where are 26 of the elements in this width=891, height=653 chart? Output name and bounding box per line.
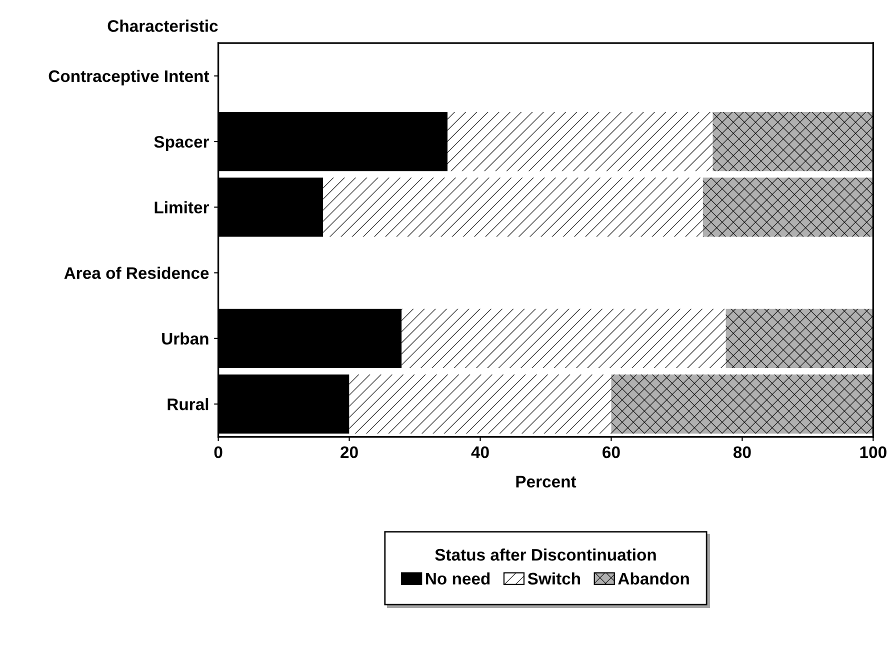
y-tick-label: Area of Residence bbox=[64, 266, 209, 279]
legend-label: Abandon bbox=[618, 572, 689, 585]
y-tick-label: Rural bbox=[168, 398, 208, 410]
bar bbox=[323, 178, 703, 237]
x-tick-label: 60 bbox=[602, 446, 620, 458]
y-axis-title: Characteristic bbox=[108, 20, 218, 32]
y-tick-label: Limiter bbox=[154, 201, 210, 214]
bar bbox=[712, 112, 874, 172]
x-tick-label: 0 bbox=[214, 446, 222, 458]
bar bbox=[349, 374, 612, 434]
bar bbox=[448, 112, 713, 172]
y-tick-label: Contraceptive Intent bbox=[48, 70, 210, 86]
x-tick-label: 100 bbox=[860, 446, 886, 458]
bar bbox=[611, 374, 874, 434]
x-axis-title: Percent bbox=[516, 476, 576, 488]
x-tick-label: 20 bbox=[340, 446, 358, 458]
legend-title: Status after Discontinuation bbox=[435, 548, 656, 561]
legend-label: No need bbox=[426, 572, 490, 585]
bar bbox=[702, 178, 874, 237]
legend-label: Switch bbox=[528, 572, 580, 585]
y-tick-label: Urban bbox=[162, 332, 208, 345]
bar bbox=[726, 308, 874, 368]
bar bbox=[402, 308, 726, 368]
x-tick-label: 40 bbox=[471, 446, 489, 458]
x-tick-label: 80 bbox=[733, 446, 751, 458]
y-tick-label: Spacer bbox=[154, 136, 210, 152]
